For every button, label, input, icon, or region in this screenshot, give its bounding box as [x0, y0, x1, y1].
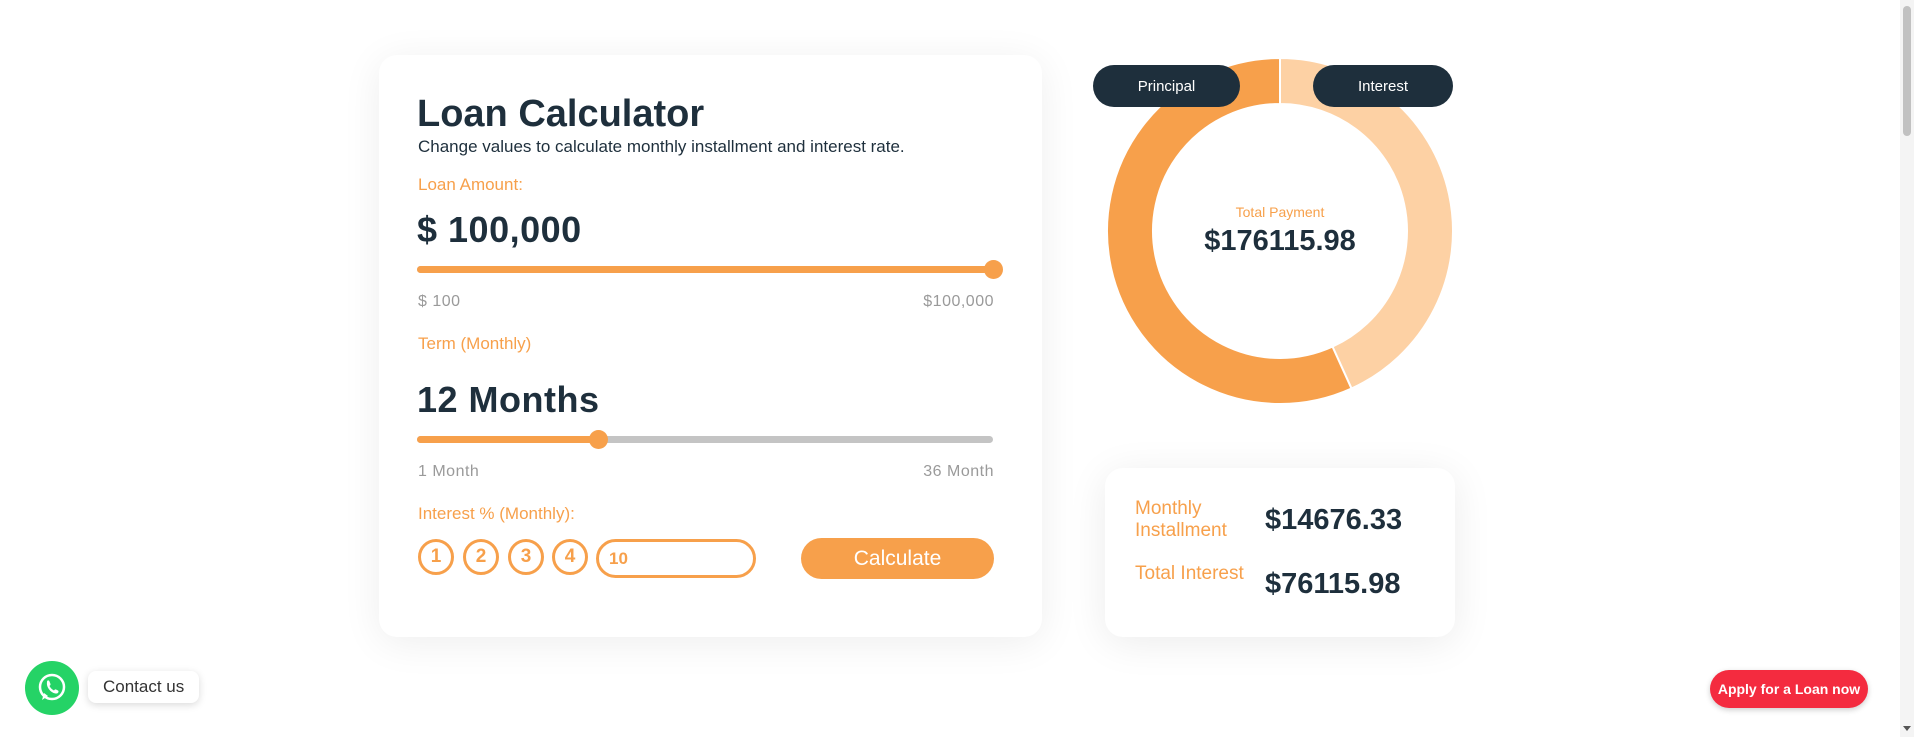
calculator-title: Loan Calculator [417, 93, 704, 136]
rate-option-2[interactable]: 2 [463, 539, 499, 575]
term-slider[interactable] [417, 436, 993, 443]
term-slider-fill [417, 436, 598, 443]
contact-us-button[interactable]: Contact us [88, 671, 199, 703]
loan-amount-min-label: $ 100 [418, 293, 461, 311]
term-max-label: 36 Month [923, 463, 994, 481]
total-payment-value: $176115.98 [1140, 225, 1420, 258]
interest-rate-input[interactable]: 10 [596, 539, 756, 578]
loan-amount-label: Loan Amount: [418, 175, 523, 195]
total-interest-label: Total Interest [1135, 563, 1245, 585]
loan-amount-max-label: $100,000 [923, 293, 994, 311]
scrollbar-thumb[interactable] [1903, 6, 1911, 136]
term-min-label: 1 Month [418, 463, 479, 481]
whatsapp-glyph [35, 671, 69, 705]
interest-label: Interest % (Monthly): [418, 504, 575, 524]
summary-card: Monthly Installment $14676.33 Total Inte… [1105, 468, 1455, 637]
donut-slice-interest[interactable] [1280, 58, 1453, 389]
term-slider-thumb[interactable] [589, 430, 608, 449]
vertical-scrollbar[interactable] [1900, 0, 1914, 737]
loan-amount-slider-fill [417, 266, 993, 273]
apply-loan-button[interactable]: Apply for a Loan now [1710, 670, 1868, 708]
rate-option-3[interactable]: 3 [508, 539, 544, 575]
monthly-installment-value: $14676.33 [1265, 504, 1402, 537]
term-label: Term (Monthly) [418, 334, 531, 354]
rate-option-4[interactable]: 4 [552, 539, 588, 575]
term-value: 12 Months [417, 379, 600, 421]
total-payment-label: Total Payment [1180, 204, 1380, 220]
loan-amount-value: $ 100,000 [417, 209, 582, 251]
rate-option-1[interactable]: 1 [418, 539, 454, 575]
legend-interest[interactable]: Interest [1313, 65, 1453, 107]
scroll-down-arrow-icon[interactable] [1903, 726, 1911, 731]
loan-calculator-card: Loan Calculator Change values to calcula… [379, 55, 1042, 637]
whatsapp-icon[interactable] [25, 661, 79, 715]
calculator-subtitle: Change values to calculate monthly insta… [418, 137, 905, 157]
loan-amount-slider-thumb[interactable] [984, 260, 1003, 279]
total-interest-value: $76115.98 [1265, 568, 1400, 601]
loan-amount-slider[interactable] [417, 266, 993, 273]
calculate-button[interactable]: Calculate [801, 538, 994, 579]
interest-rate-input-value: 10 [609, 549, 628, 569]
legend-principal[interactable]: Principal [1093, 65, 1240, 107]
monthly-installment-label: Monthly Installment [1135, 498, 1245, 542]
